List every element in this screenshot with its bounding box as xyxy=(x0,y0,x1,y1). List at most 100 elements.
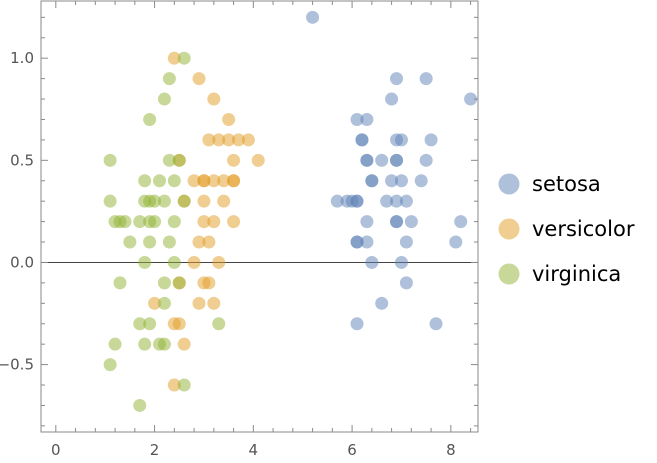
data-point-versicolor xyxy=(217,174,231,188)
data-point-versicolor xyxy=(232,133,246,147)
data-point-virginica xyxy=(108,337,122,351)
data-point-virginica xyxy=(133,215,147,229)
data-point-virginica xyxy=(157,337,171,351)
data-point-setosa xyxy=(360,235,374,249)
data-point-virginica xyxy=(133,398,147,412)
data-point-setosa xyxy=(365,255,379,269)
data-point-versicolor xyxy=(187,255,201,269)
data-point-versicolor xyxy=(251,153,265,167)
data-point-setosa xyxy=(464,92,478,106)
data-point-setosa xyxy=(454,215,468,229)
data-point-virginica xyxy=(162,72,176,86)
data-point-versicolor xyxy=(212,133,226,147)
data-point-versicolor xyxy=(192,235,206,249)
legend-label-setosa: setosa xyxy=(532,172,601,196)
data-point-virginica xyxy=(157,276,171,290)
data-point-virginica xyxy=(143,317,157,331)
data-point-versicolor xyxy=(227,153,241,167)
data-point-virginica xyxy=(138,174,152,188)
data-point-versicolor xyxy=(167,378,181,392)
data-point-virginica xyxy=(172,276,186,290)
data-point-setosa xyxy=(449,235,463,249)
data-point-virginica xyxy=(212,317,226,331)
data-point-virginica xyxy=(172,153,186,167)
data-point-setosa xyxy=(419,72,433,86)
data-point-setosa xyxy=(390,72,404,86)
data-point-virginica xyxy=(143,194,157,208)
data-point-versicolor xyxy=(172,317,186,331)
data-point-versicolor xyxy=(241,133,255,147)
data-point-setosa xyxy=(394,174,408,188)
data-point-virginica xyxy=(157,92,171,106)
data-point-setosa xyxy=(365,174,379,188)
y-tick-label: 0.5 xyxy=(10,151,34,169)
x-tick-label: 2 xyxy=(150,441,160,459)
legend-swatch-virginica xyxy=(498,263,520,285)
x-tick-label: 8 xyxy=(446,441,456,459)
data-point-setosa xyxy=(385,92,399,106)
data-point-versicolor xyxy=(192,72,206,86)
data-point-setosa xyxy=(350,317,364,331)
plot-frame xyxy=(40,0,479,433)
data-point-setosa xyxy=(360,215,374,229)
data-point-virginica xyxy=(103,153,117,167)
data-point-versicolor xyxy=(207,215,221,229)
data-point-virginica xyxy=(162,153,176,167)
data-point-virginica xyxy=(123,235,137,249)
x-tick-label: 6 xyxy=(347,441,357,459)
y-tick-label: −0.5 xyxy=(0,356,34,374)
data-point-setosa xyxy=(390,215,404,229)
data-point-virginica xyxy=(157,296,171,310)
legend-label-versicolor: versicolor xyxy=(532,217,635,241)
data-point-virginica xyxy=(138,337,152,351)
data-point-setosa xyxy=(350,194,364,208)
data-point-virginica xyxy=(143,112,157,126)
data-point-virginica xyxy=(113,215,127,229)
data-point-virginica xyxy=(177,378,191,392)
x-tick-label: 4 xyxy=(249,441,259,459)
data-point-virginica xyxy=(167,215,181,229)
data-point-setosa xyxy=(404,215,418,229)
legend-swatch-setosa xyxy=(498,173,520,195)
data-point-setosa xyxy=(429,317,443,331)
data-points-group xyxy=(103,10,478,412)
data-point-versicolor xyxy=(227,215,241,229)
data-point-virginica xyxy=(157,194,171,208)
data-point-virginica xyxy=(167,255,181,269)
legend-swatch-versicolor xyxy=(498,218,520,240)
data-point-virginica xyxy=(103,358,117,372)
data-point-setosa xyxy=(399,194,413,208)
data-point-setosa xyxy=(399,235,413,249)
data-point-versicolor xyxy=(202,276,216,290)
data-point-setosa xyxy=(380,194,394,208)
data-point-setosa xyxy=(424,133,438,147)
data-point-virginica xyxy=(143,235,157,249)
legend: setosa versicolor virginica xyxy=(498,172,635,286)
data-point-versicolor xyxy=(177,337,191,351)
y-tick-label: 0.0 xyxy=(10,253,34,271)
data-point-virginica xyxy=(103,194,117,208)
data-point-setosa xyxy=(399,276,413,290)
data-point-versicolor xyxy=(222,133,236,147)
data-point-setosa xyxy=(350,112,364,126)
data-point-setosa xyxy=(355,133,369,147)
data-point-virginica xyxy=(162,235,176,249)
data-point-setosa xyxy=(375,153,389,167)
data-point-versicolor xyxy=(187,174,201,188)
data-point-versicolor xyxy=(222,112,236,126)
data-point-versicolor xyxy=(192,296,206,310)
data-point-setosa xyxy=(360,153,374,167)
data-point-versicolor xyxy=(167,51,181,65)
data-point-versicolor xyxy=(202,133,216,147)
data-point-setosa xyxy=(360,112,374,126)
data-point-setosa xyxy=(375,296,389,310)
legend-label-virginica: virginica xyxy=(532,262,621,286)
y-tick-label: 1.0 xyxy=(10,49,34,67)
data-point-versicolor xyxy=(212,255,226,269)
data-point-setosa xyxy=(306,10,320,24)
data-point-setosa xyxy=(390,133,404,147)
axes-group: 0 2 4 6 8 −0.5 0.0 0.5 1.0 xyxy=(0,1,478,459)
data-point-virginica xyxy=(177,194,191,208)
